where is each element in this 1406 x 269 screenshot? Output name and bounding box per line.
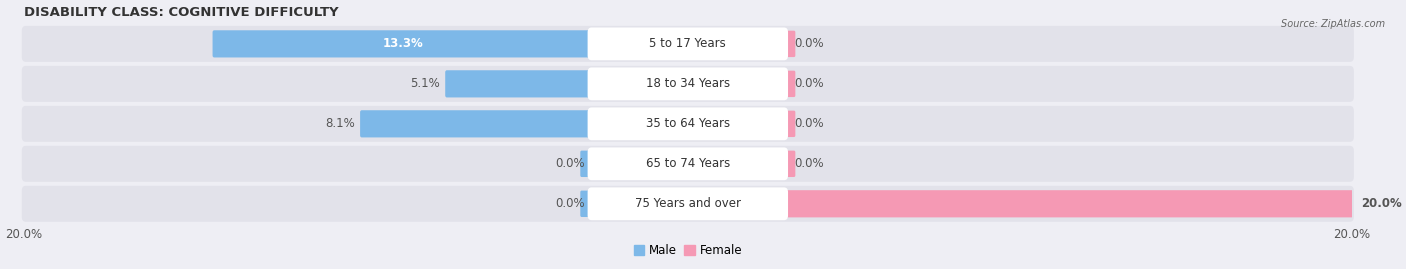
Text: 35 to 64 Years: 35 to 64 Years: [645, 117, 730, 130]
FancyBboxPatch shape: [581, 191, 593, 217]
Text: 0.0%: 0.0%: [794, 117, 824, 130]
Text: 0.0%: 0.0%: [794, 37, 824, 50]
FancyBboxPatch shape: [360, 110, 593, 137]
FancyBboxPatch shape: [446, 70, 593, 97]
Text: 0.0%: 0.0%: [555, 157, 585, 170]
FancyBboxPatch shape: [22, 186, 1354, 222]
Text: 75 Years and over: 75 Years and over: [636, 197, 741, 210]
FancyBboxPatch shape: [783, 111, 796, 137]
FancyBboxPatch shape: [783, 31, 796, 57]
FancyBboxPatch shape: [588, 27, 787, 60]
Text: Source: ZipAtlas.com: Source: ZipAtlas.com: [1281, 19, 1385, 29]
FancyBboxPatch shape: [588, 107, 787, 140]
FancyBboxPatch shape: [22, 146, 1354, 182]
FancyBboxPatch shape: [782, 190, 1353, 217]
Text: 8.1%: 8.1%: [325, 117, 356, 130]
Text: 0.0%: 0.0%: [794, 77, 824, 90]
FancyBboxPatch shape: [212, 30, 593, 58]
FancyBboxPatch shape: [588, 187, 787, 220]
FancyBboxPatch shape: [783, 151, 796, 177]
Text: 20.0%: 20.0%: [1361, 197, 1402, 210]
Text: 5 to 17 Years: 5 to 17 Years: [650, 37, 725, 50]
FancyBboxPatch shape: [588, 68, 787, 100]
Text: DISABILITY CLASS: COGNITIVE DIFFICULTY: DISABILITY CLASS: COGNITIVE DIFFICULTY: [24, 6, 339, 19]
Text: 18 to 34 Years: 18 to 34 Years: [645, 77, 730, 90]
FancyBboxPatch shape: [22, 26, 1354, 62]
FancyBboxPatch shape: [588, 147, 787, 180]
FancyBboxPatch shape: [581, 151, 593, 177]
FancyBboxPatch shape: [783, 71, 796, 97]
Text: 0.0%: 0.0%: [794, 157, 824, 170]
Legend: Male, Female: Male, Female: [628, 239, 747, 262]
Text: 13.3%: 13.3%: [382, 37, 423, 50]
FancyBboxPatch shape: [22, 66, 1354, 102]
FancyBboxPatch shape: [22, 106, 1354, 142]
Text: 5.1%: 5.1%: [411, 77, 440, 90]
Text: 0.0%: 0.0%: [555, 197, 585, 210]
Text: 65 to 74 Years: 65 to 74 Years: [645, 157, 730, 170]
